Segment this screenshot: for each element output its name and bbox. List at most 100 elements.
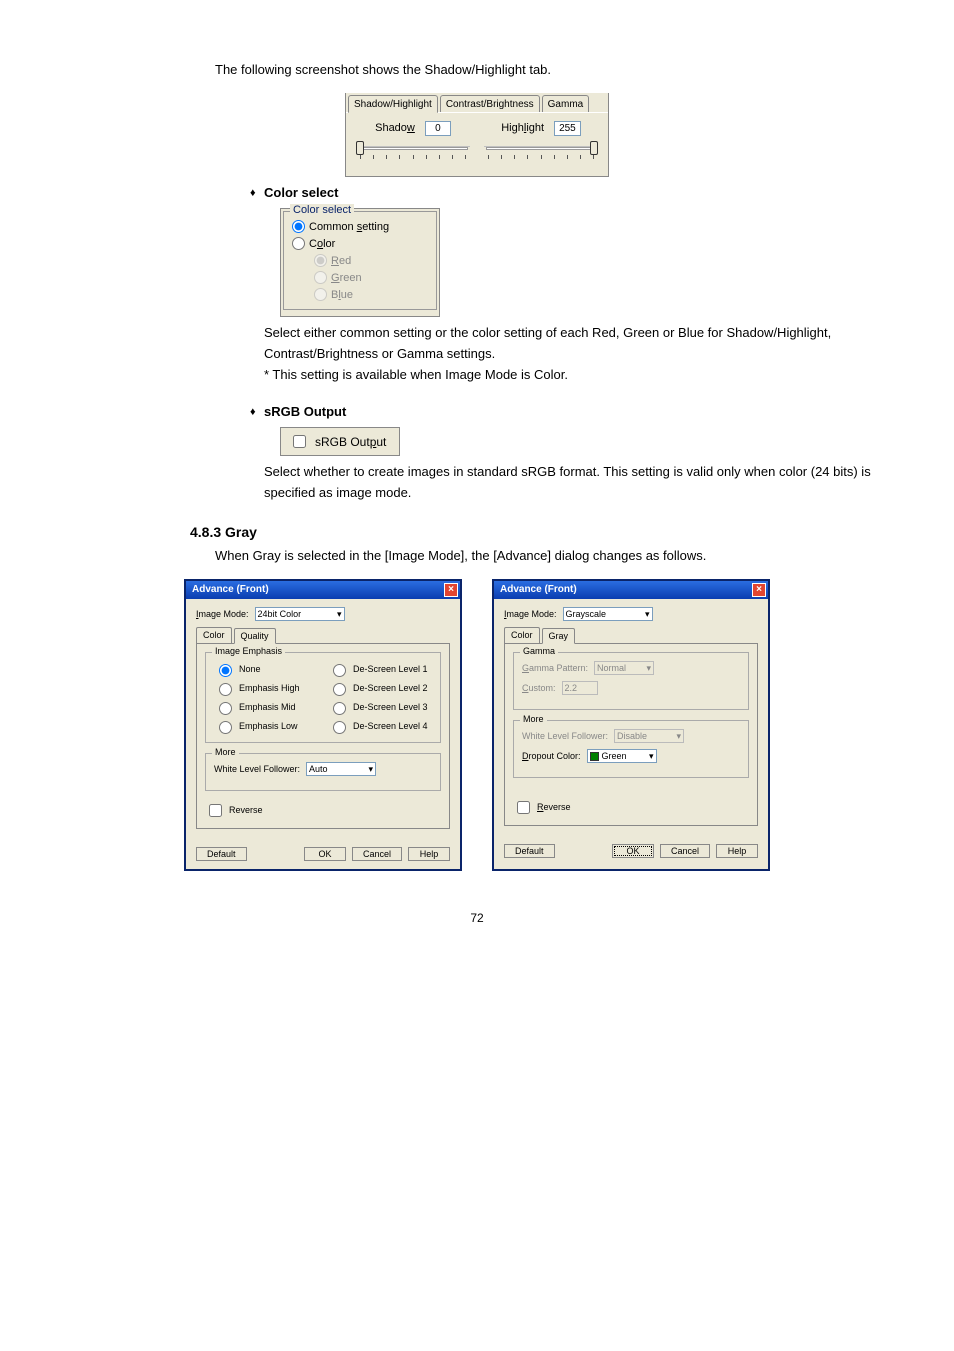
highlight-label: Highlight xyxy=(501,122,544,134)
radio-descreen-4[interactable]: De-Screen Level 4 xyxy=(328,718,432,734)
adv-color-default-button[interactable]: Default xyxy=(196,847,247,861)
radio-red[interactable]: Red xyxy=(314,252,428,269)
adv-gray-reverse-checkbox[interactable] xyxy=(517,801,530,814)
adv-color-tab-color[interactable]: Color xyxy=(196,627,232,643)
adv-color-tab-quality[interactable]: Quality xyxy=(234,628,276,644)
adv-color-titlebar: Advance (Front) × xyxy=(186,581,460,599)
shadow-slider[interactable] xyxy=(356,146,470,166)
color-select-body: Select either common setting or the colo… xyxy=(264,323,874,365)
adv-gray-gammapattern-value: Normal xyxy=(597,662,626,674)
adv-color-reverse[interactable]: Reverse xyxy=(205,801,441,820)
tab-gamma[interactable]: Gamma xyxy=(542,95,590,112)
adv-color-help-button[interactable]: Help xyxy=(408,847,450,861)
adv-gray-reverse[interactable]: Reverse xyxy=(513,798,749,817)
page-number: 72 xyxy=(80,911,874,925)
bullet-icon: ♦ xyxy=(250,183,264,202)
adv-gray-wlf-label: White Level Follower: xyxy=(522,731,608,741)
close-icon[interactable]: × xyxy=(444,583,458,597)
section-header-gray: 4.8.3 Gray xyxy=(190,524,874,540)
adv-gray-cancel-button[interactable]: Cancel xyxy=(660,844,710,858)
radio-none-label: None xyxy=(239,664,261,674)
adv-gray-ok-button[interactable]: OK xyxy=(612,844,654,858)
adv-color-imagemode-select[interactable]: 24bit Color ▾ xyxy=(255,607,345,621)
close-icon[interactable]: × xyxy=(752,583,766,597)
adv-gray-titlebar: Advance (Front) × xyxy=(494,581,768,599)
color-select-panel: Color select Common setting Color Red xyxy=(280,208,440,317)
radio-red-input[interactable] xyxy=(314,254,327,267)
highlight-slider[interactable] xyxy=(484,146,598,166)
radio-descreen-3-label: De-Screen Level 3 xyxy=(353,702,428,712)
radio-green-label: Green xyxy=(331,272,362,284)
adv-color-reverse-checkbox[interactable] xyxy=(209,804,222,817)
radio-color-input[interactable] xyxy=(292,237,305,250)
color-select-note: * This setting is available when Image M… xyxy=(264,365,874,386)
adv-gray-imagemode-value: Grayscale xyxy=(566,608,607,620)
shadow-value[interactable]: 0 xyxy=(425,121,451,136)
adv-color-wlf-value: Auto xyxy=(309,763,328,775)
radio-color[interactable]: Color xyxy=(292,235,428,252)
srgb-panel: sRGB Output xyxy=(280,427,400,456)
adv-gray-gamma-group: Gamma xyxy=(520,646,558,656)
adv-color-wlf-select[interactable]: Auto ▾ xyxy=(306,762,376,776)
chevron-down-icon: ▾ xyxy=(677,730,682,742)
adv-gray-title: Advance (Front) xyxy=(500,584,577,595)
adv-gray-wlf-value: Disable xyxy=(617,730,647,742)
radio-green[interactable]: Green xyxy=(314,269,428,286)
radio-red-label: Red xyxy=(331,255,351,267)
radio-common-setting[interactable]: Common setting xyxy=(292,218,428,235)
radio-descreen-2[interactable]: De-Screen Level 2 xyxy=(328,680,432,696)
adv-gray-more-group: More xyxy=(520,714,547,724)
chevron-down-icon: ▾ xyxy=(647,662,652,674)
adv-gray-custom-label: Custom: xyxy=(522,683,556,693)
advance-dialog-color: Advance (Front) × Image Mode: 24bit Colo… xyxy=(184,579,462,871)
sh-body: Shadow 0 Highlight 255 xyxy=(346,113,608,176)
adv-gray-dropout-value: Green xyxy=(602,751,627,761)
adv-color-ok-button[interactable]: OK xyxy=(304,847,346,861)
adv-gray-default-button[interactable]: Default xyxy=(504,844,555,858)
radio-blue[interactable]: Blue xyxy=(314,286,428,303)
radio-none[interactable]: None xyxy=(214,661,318,677)
adv-gray-tab-color[interactable]: Color xyxy=(504,627,540,643)
srgb-label: sRGB Output xyxy=(264,404,346,419)
radio-descreen-4-label: De-Screen Level 4 xyxy=(353,721,428,731)
adv-gray-imagemode-select[interactable]: Grayscale ▾ xyxy=(563,607,653,621)
radio-blue-input[interactable] xyxy=(314,288,327,301)
radio-emphasis-high[interactable]: Emphasis High xyxy=(214,680,318,696)
adv-gray-gammapattern-label: Gamma Pattern: xyxy=(522,663,588,673)
radio-descreen-1-label: De-Screen Level 1 xyxy=(353,664,428,674)
adv-gray-imagemode-label: Image Mode: xyxy=(504,609,557,619)
chevron-down-icon: ▾ xyxy=(337,608,342,620)
advance-dialog-gray: Advance (Front) × Image Mode: Grayscale … xyxy=(492,579,770,871)
tab-shadow-highlight[interactable]: Shadow/Highlight xyxy=(348,95,438,113)
srgb-checkbox-label: sRGB Output xyxy=(315,435,386,449)
color-select-label: Color select xyxy=(264,185,338,200)
srgb-body: Select whether to create images in stand… xyxy=(264,462,874,504)
radio-descreen-3[interactable]: De-Screen Level 3 xyxy=(328,699,432,715)
chevron-down-icon: ▾ xyxy=(369,763,374,775)
srgb-checkbox[interactable] xyxy=(293,435,306,448)
adv-gray-dropout-label: Dropout Color: xyxy=(522,751,581,761)
tab-contrast-brightness[interactable]: Contrast/Brightness xyxy=(440,95,540,112)
adv-gray-dropout-select[interactable]: Green ▾ xyxy=(587,749,657,763)
radio-emphasis-low[interactable]: Emphasis Low xyxy=(214,718,318,734)
radio-emphasis-low-label: Emphasis Low xyxy=(239,721,298,731)
intro-text: The following screenshot shows the Shado… xyxy=(215,60,874,81)
adv-color-more-group: More xyxy=(212,747,239,757)
adv-color-cancel-button[interactable]: Cancel xyxy=(352,847,402,861)
adv-gray-help-button[interactable]: Help xyxy=(716,844,758,858)
radio-common-setting-label: Common setting xyxy=(309,221,389,233)
adv-gray-custom-value: 2.2 xyxy=(565,683,578,693)
adv-color-emphasis-group: Image Emphasis xyxy=(212,646,285,656)
radio-green-input[interactable] xyxy=(314,271,327,284)
radio-color-label: Color xyxy=(309,238,335,250)
adv-gray-tab-gray[interactable]: Gray xyxy=(542,628,576,644)
radio-descreen-2-label: De-Screen Level 2 xyxy=(353,683,428,693)
adv-gray-gammapattern-select: Normal ▾ xyxy=(594,661,654,675)
radio-common-setting-input[interactable] xyxy=(292,220,305,233)
radio-emphasis-mid[interactable]: Emphasis Mid xyxy=(214,699,318,715)
chevron-down-icon: ▾ xyxy=(645,608,650,620)
radio-descreen-1[interactable]: De-Screen Level 1 xyxy=(328,661,432,677)
radio-emphasis-mid-label: Emphasis Mid xyxy=(239,702,296,712)
highlight-value[interactable]: 255 xyxy=(554,121,581,136)
radio-blue-label: Blue xyxy=(331,289,353,301)
